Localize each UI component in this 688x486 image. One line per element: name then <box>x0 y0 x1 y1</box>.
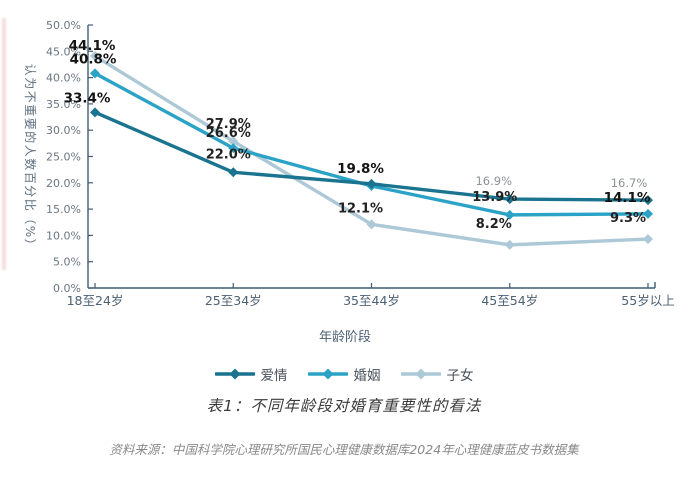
y-tick-label: 20.0% <box>46 177 81 190</box>
data-point-marker <box>228 167 239 178</box>
legend-label: 爱情 <box>260 368 288 384</box>
y-axis-title: 认为不重要的人数百分比（%） <box>23 64 38 252</box>
y-tick-label: 35.0% <box>46 98 81 111</box>
legend-item-0: 爱情 <box>214 364 288 384</box>
y-tick-label: 40.0% <box>46 72 81 85</box>
data-label: 26.6% <box>206 126 251 141</box>
data-point-marker <box>228 136 239 147</box>
y-tick-label: 50.0% <box>46 19 81 32</box>
legend-item-1: 婚姻 <box>307 364 381 384</box>
data-point-marker <box>90 68 100 79</box>
x-axis: 18至24岁 25至34岁 35至44岁 45至54岁 55岁以上 <box>67 283 675 308</box>
data-label: 27.9% <box>206 117 251 132</box>
data-label: 33.4% <box>64 90 111 106</box>
y-tick-label: 30.0% <box>46 124 81 137</box>
data-label: 13.9% <box>472 190 517 205</box>
x-tick-label: 55岁以上 <box>621 293 674 308</box>
data-point-marker <box>504 209 515 220</box>
legend-label: 婚姻 <box>353 368 381 384</box>
legend-marker-icon <box>307 368 348 380</box>
y-axis: 0.0% 5.0% 10.0% 15.0% 20.0% 25.0% 30.0% 35.0% 40… <box>46 19 93 295</box>
y-tick-label: 25.0% <box>46 151 81 164</box>
data-label: 22.0% <box>206 147 251 162</box>
data-label: 19.8% <box>337 161 384 177</box>
legend-label: 子女 <box>446 368 474 384</box>
data-point-marker <box>643 208 653 219</box>
data-label: 16.7% <box>611 176 648 190</box>
data-labels: 33.4% 22.0% 19.8% 16.9% 16.7% 40.8% 26.6% 13.9%… <box>64 38 651 232</box>
data-point-marker <box>366 219 377 230</box>
x-axis-title: 年龄阶段 <box>319 330 371 345</box>
source-note: 资料来源：中国科学院心理研究所国民心理健康数据库2024年心理健康蓝皮书数据集 <box>109 442 579 457</box>
data-label: 16.9% <box>475 174 512 188</box>
y-tick-label: 0.0% <box>53 282 81 295</box>
legend-marker-icon <box>214 368 255 380</box>
legend-marker-icon <box>400 368 441 380</box>
data-label: 9.3% <box>610 211 646 226</box>
x-tick-label: 18至24岁 <box>67 293 124 308</box>
chart-svg: 0.0% 5.0% 10.0% 15.0% 20.0% 25.0% 30.0% 35.0% 40… <box>23 19 675 345</box>
legend-item-2: 子女 <box>400 364 474 384</box>
y-tick-label: 45.0% <box>46 45 81 58</box>
data-point-marker <box>90 107 100 118</box>
x-tick-label: 45至54岁 <box>481 293 538 308</box>
data-point-marker <box>228 143 239 154</box>
y-tick-label: 5.0% <box>53 256 81 269</box>
y-tick-label: 15.0% <box>46 203 81 216</box>
data-label: 40.8% <box>70 51 117 67</box>
data-point-marker <box>366 178 377 189</box>
data-label: 44.1% <box>69 38 116 54</box>
data-label: 8.2% <box>476 217 512 232</box>
series-line-1 <box>90 68 653 220</box>
data-point-marker <box>643 234 653 245</box>
data-point-marker <box>504 239 515 250</box>
x-tick-label: 25至34岁 <box>205 293 262 308</box>
data-point-marker <box>643 195 653 206</box>
series-line-2 <box>90 51 653 250</box>
y-tick-label: 10.0% <box>46 229 81 242</box>
data-point-marker <box>90 51 100 62</box>
data-label: 14.1% <box>604 190 651 206</box>
series-line-0 <box>90 107 653 206</box>
data-point-marker <box>504 194 515 205</box>
data-label: 12.1% <box>338 201 383 216</box>
chart-legend: 爱情 婚姻 子女 <box>0 364 688 384</box>
chart-caption: 表1：不同年龄段对婚育重要性的看法 <box>206 397 482 415</box>
x-tick-label: 35至44岁 <box>343 293 400 308</box>
